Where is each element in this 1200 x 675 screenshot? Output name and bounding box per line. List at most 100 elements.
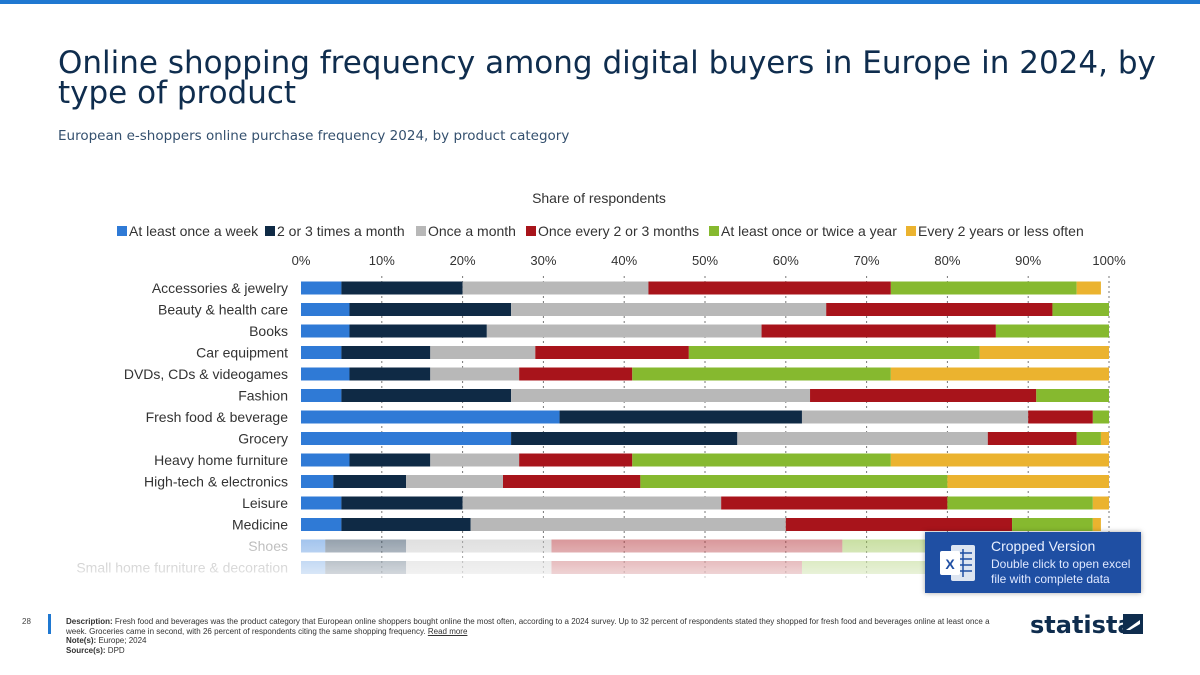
bar-segment	[1076, 432, 1101, 445]
stacked-bar-chart: Share of respondents At least once a wee…	[0, 190, 1200, 590]
page-title: Online shopping frequency among digital …	[58, 45, 1156, 111]
bar-segment	[1092, 496, 1109, 510]
bar-segment	[349, 453, 431, 467]
bar-segment	[301, 475, 334, 488]
source-line: Source(s): DPD	[66, 646, 996, 656]
description-line: Description: Fresh food and beverages wa…	[66, 617, 996, 636]
bar-segment	[349, 367, 431, 381]
bar-segment	[785, 518, 1013, 531]
note-line: Note(s): Europe; 2024	[66, 636, 996, 646]
bar-segment	[535, 346, 689, 359]
bar-segment	[979, 346, 1109, 359]
bar-segment	[737, 432, 988, 445]
bar-segment	[333, 475, 407, 488]
category-labels: Accessories & jewelry Beauty & health car…	[76, 280, 288, 576]
category-label: Leisure	[242, 495, 288, 511]
bar-segment	[688, 346, 980, 359]
category-label: Grocery	[238, 431, 288, 447]
bar-segment	[503, 475, 641, 488]
bar-segment	[947, 496, 1093, 510]
bar-segment	[1052, 303, 1109, 316]
bar-segment	[462, 281, 649, 295]
bar-segment	[301, 389, 342, 402]
bar-segment	[406, 475, 503, 488]
legend-swatch	[526, 226, 536, 236]
category-label: DVDs, CDs & videogames	[124, 366, 288, 382]
x-axis-ticks: 0% 10% 20% 30% 40% 50% 60% 70% 80% 90% 100%	[292, 253, 1126, 268]
legend-swatch	[416, 226, 426, 236]
cropped-version-heading: Cropped Version	[991, 538, 1096, 554]
legend-item[interactable]: Every 2 years or less often	[906, 223, 1084, 239]
bar-segment	[341, 281, 463, 295]
x-tick-label: 20%	[450, 253, 476, 268]
x-tick-label: 30%	[530, 253, 556, 268]
bar-segment	[301, 518, 342, 531]
bar-segment	[826, 303, 1053, 316]
bar-segment	[721, 496, 948, 510]
cropped-version-notice[interactable]: X Cropped Version Double click to open e…	[925, 532, 1141, 593]
footer-notes: Description: Fresh food and beverages wa…	[66, 617, 996, 655]
legend-label: At least once or twice a year	[721, 223, 897, 239]
x-tick-label: 40%	[611, 253, 637, 268]
bar-segment	[632, 367, 891, 381]
bar-segment	[470, 518, 786, 531]
legend-item[interactable]: 2 or 3 times a month	[265, 223, 405, 239]
bar-segment	[301, 496, 342, 510]
bar-segment	[511, 303, 827, 316]
x-tick-label: 80%	[934, 253, 960, 268]
legend-item[interactable]: At least once or twice a year	[709, 223, 897, 239]
bar-segment	[648, 281, 891, 295]
note-label: Note(s):	[66, 636, 97, 645]
bar-segment	[1036, 389, 1109, 402]
cropped-version-text: Double click to open excel file with com…	[991, 557, 1131, 586]
bar-segment	[301, 432, 512, 445]
legend-item[interactable]: Once every 2 or 3 months	[526, 223, 699, 239]
bar-segment	[640, 475, 948, 488]
legend: At least once a week 2 or 3 times a month…	[117, 223, 1084, 239]
bar-segment	[519, 453, 633, 467]
bar-segment	[341, 389, 512, 402]
category-label: Medicine	[232, 517, 288, 533]
legend-label: At least once a week	[129, 223, 259, 239]
bar-segment	[890, 281, 1077, 295]
bar-segment	[890, 367, 1109, 381]
bar-segment	[301, 367, 350, 381]
bar-segment	[486, 324, 762, 338]
legend-label: Once a month	[428, 223, 516, 239]
bar-segment	[462, 496, 722, 510]
bar-segment	[1028, 410, 1093, 424]
page-number: 28	[22, 617, 31, 626]
bar-segment	[987, 432, 1077, 445]
read-more-link[interactable]: Read more	[427, 626, 468, 636]
bar-segment	[1092, 518, 1101, 531]
x-axis-title: Share of respondents	[532, 190, 666, 206]
bar-segment	[301, 281, 342, 295]
x-tick-label: 60%	[773, 253, 799, 268]
category-label: High-tech & electronics	[144, 474, 288, 490]
bar-segment	[1100, 432, 1109, 445]
legend-item[interactable]: Once a month	[416, 223, 516, 239]
legend-swatch	[906, 226, 916, 236]
statista-logo[interactable]: statista	[1030, 611, 1145, 639]
bar-segment	[761, 324, 996, 338]
bar-segment	[559, 410, 802, 424]
x-tick-label: 70%	[854, 253, 880, 268]
bar-segment	[632, 453, 891, 467]
bar-segment	[301, 453, 350, 467]
category-label: Accessories & jewelry	[152, 280, 288, 296]
legend-swatch	[709, 226, 719, 236]
svg-text:X: X	[945, 556, 955, 572]
source-label: Source(s):	[66, 645, 106, 655]
legend-item[interactable]: At least once a week	[117, 223, 259, 239]
x-tick-label: 50%	[692, 253, 718, 268]
category-label: Heavy home furniture	[154, 452, 288, 468]
description-text: Fresh food and beverages was the product…	[66, 617, 990, 636]
bar-segment	[341, 518, 471, 531]
category-label: Fashion	[238, 388, 288, 404]
bar-segment	[301, 410, 560, 424]
legend-label: Once every 2 or 3 months	[538, 223, 699, 239]
bar-segment	[349, 303, 512, 316]
page-subtitle: European e-shoppers online purchase freq…	[58, 128, 570, 144]
bar-segment	[430, 346, 536, 359]
bar-segment	[1076, 281, 1101, 295]
